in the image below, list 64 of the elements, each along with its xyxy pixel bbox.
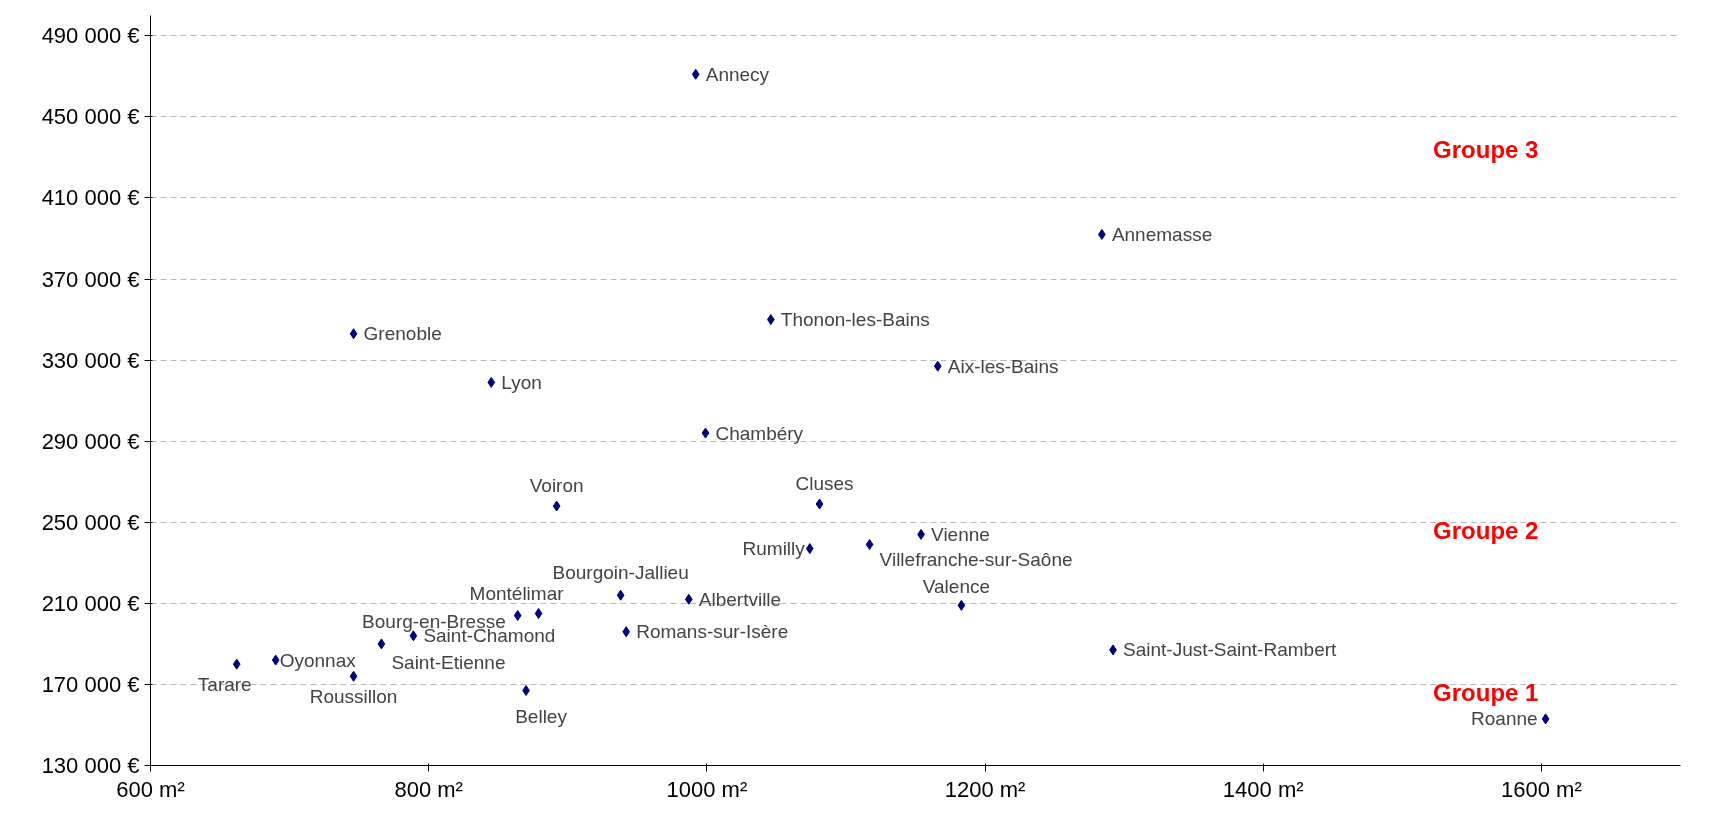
data-label: Saint-Etienne [391,651,506,673]
point [232,658,241,670]
point [349,670,358,682]
point [271,654,280,666]
point [349,328,358,340]
x-tick-label: 1000 m² [666,776,748,802]
point [534,607,543,619]
data-label: Rumilly [742,538,806,560]
y-tick-label: 290 000 € [41,428,140,454]
data-label: Roussillon [309,686,398,708]
data-label: Cluses [795,473,854,495]
data-label: Bourgoin-Jallieu [552,562,689,584]
y-tick-label: 370 000 € [41,266,140,292]
point [522,685,530,696]
y-tick-label: 130 000 € [41,753,140,778]
x-tick-label: 600 m² [116,776,185,802]
x-tick-label: 1600 m² [1501,776,1582,802]
point [815,498,824,510]
data-label: Belley [515,705,568,727]
y-tick-label: 450 000 € [41,104,140,130]
data-label: Lyon [501,371,542,393]
y-tick-label: 490 000 € [41,23,140,49]
data-label: Vienne [931,523,990,545]
point [552,500,561,512]
y-tick-label: 250 000 € [41,509,140,535]
data-label: Romans-sur-Isère [636,621,789,643]
point [616,589,625,601]
y-tick-label: 410 000 € [41,185,140,211]
data-label: Thonon-les-Bains [780,309,930,331]
point [1541,713,1550,725]
annotation: Groupe 1 [1433,679,1539,707]
data-label: Chambéry [715,422,804,444]
data-label: Oyonnax [279,649,357,671]
data-label: Saint-Just-Saint-Rambert [1123,639,1338,661]
data-label: Aix-les-Bains [947,355,1059,377]
point [622,626,631,638]
point [684,593,693,605]
annotation: Groupe 3 [1433,135,1539,163]
point [701,427,710,439]
data-label: Villefranche-sur-Saône [879,548,1073,570]
point [513,610,522,621]
point [487,376,496,388]
x-tick-label: 1400 m² [1222,776,1304,802]
point [691,68,700,80]
annotation: Groupe 2 [1433,516,1539,544]
data-label: Albertville [698,588,782,610]
point [377,638,386,650]
point [957,599,966,611]
point [933,360,942,372]
data-label: Annemasse [1111,223,1213,245]
point [865,539,874,551]
y-tick-label: 210 000 € [41,590,140,616]
point [805,543,814,555]
data-label: Montélimar [469,583,565,605]
x-tick-label: 1200 m² [944,776,1026,802]
y-tick-label: 170 000 € [41,671,140,697]
y-tick-label: 330 000 € [41,347,140,373]
data-label: Grenoble [363,323,442,345]
data-label: Annecy [705,63,770,85]
data-label: Voiron [529,475,584,497]
data-label: Tarare [197,674,252,696]
data-label: Roanne [1471,708,1538,730]
x-tick-label: 800 m² [394,776,463,802]
data-label: Valence [922,576,991,598]
